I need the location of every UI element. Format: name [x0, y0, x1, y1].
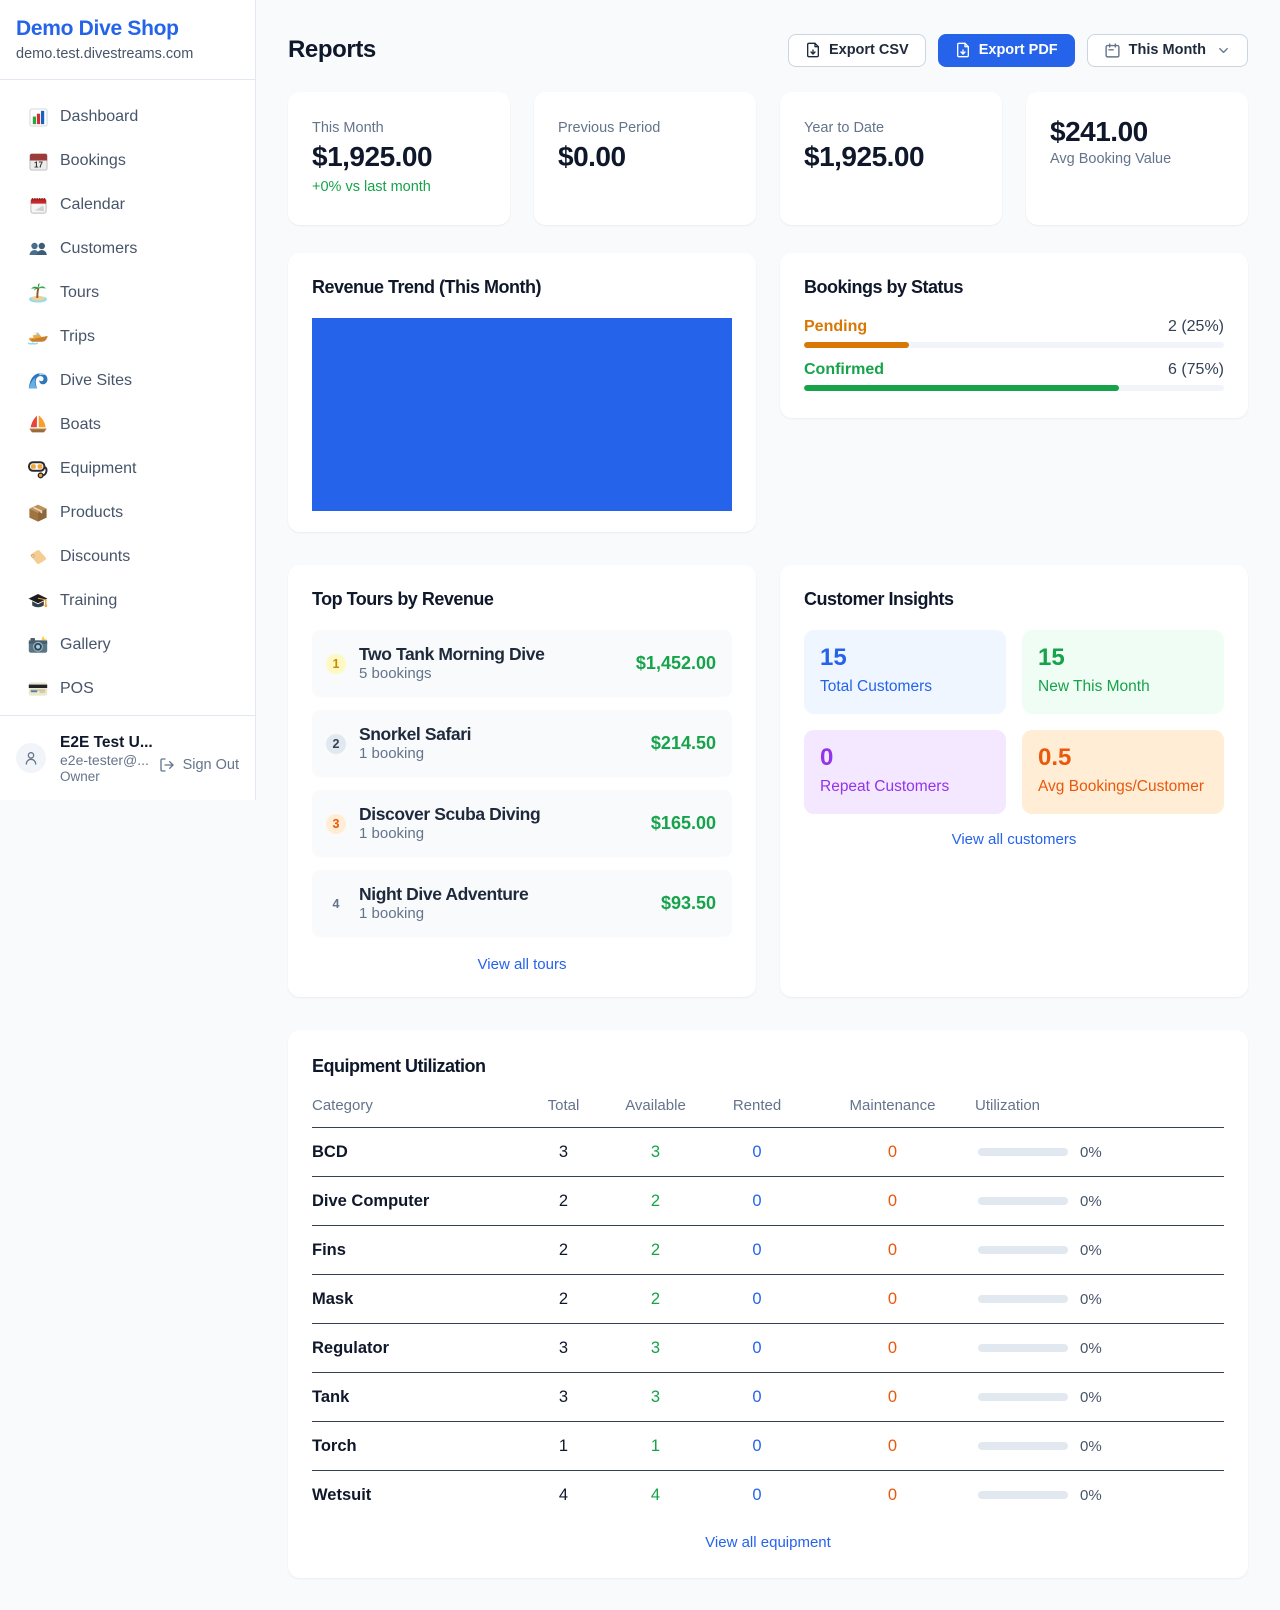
svg-text:17: 17: [34, 160, 43, 169]
